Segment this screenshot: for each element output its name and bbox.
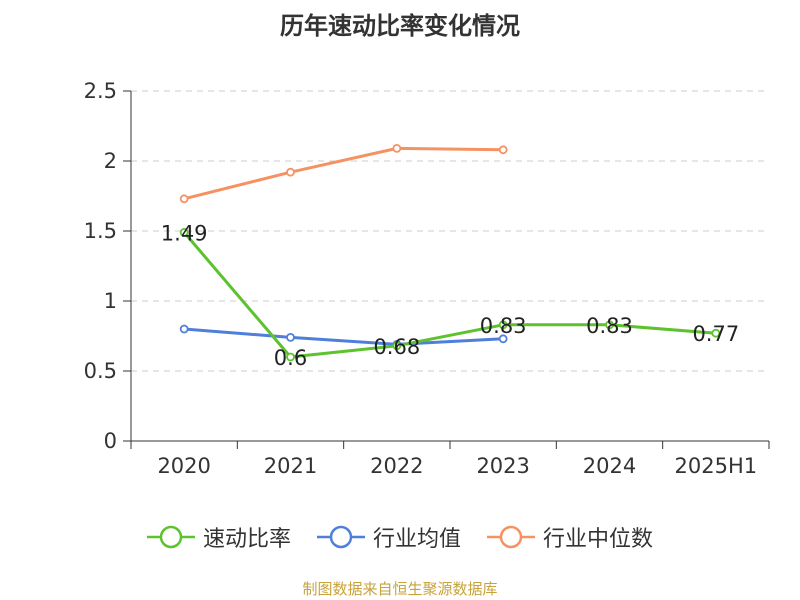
data-point (605, 320, 614, 330)
legend-label: 行业中位数 (543, 527, 654, 552)
data-label: 0.6 (274, 346, 307, 370)
data-point (498, 145, 508, 155)
data-point (179, 227, 189, 237)
legend-line-marker-icon (487, 525, 535, 549)
data-point (179, 194, 189, 204)
data-label: 0.83 (586, 314, 633, 338)
axes: 0 0.5 1 1.5 2 2.5 2020 2021 2022 2023 2024 2025H1 (84, 79, 770, 478)
y-tick-label: 2 (104, 149, 117, 173)
data-label: 0.68 (373, 335, 420, 359)
legend-item[interactable]: 行业均值 (316, 521, 461, 553)
x-tick-label: 2023 (476, 454, 529, 478)
legend: 速动比率 行业均值 行业中位数 (0, 521, 800, 553)
grid-lines (131, 90, 769, 372)
source-note: 制图数据来自恒生聚源数据库 (302, 580, 498, 598)
y-tick-label: 0.5 (84, 359, 117, 383)
series-lines (179, 143, 721, 362)
legend-item[interactable]: 行业中位数 (487, 521, 653, 553)
data-point (179, 324, 189, 334)
data-label: 1.49 (161, 221, 208, 245)
data-labels: 1.49 0.6 0.68 0.83 0.83 0.77 (161, 221, 739, 370)
data-point (498, 320, 508, 330)
y-tick-label: 0 (104, 429, 117, 453)
legend-line-marker-icon (316, 525, 365, 549)
legend-line-marker-icon (146, 525, 195, 549)
legend-circle (499, 525, 523, 549)
legend-circle (329, 525, 353, 549)
data-point (286, 332, 295, 342)
data-point (392, 143, 402, 153)
data-point (392, 341, 402, 351)
data-point (286, 352, 295, 362)
x-tick-label: 2022 (370, 454, 423, 478)
data-point (286, 167, 295, 177)
y-tick-label: 2.5 (84, 79, 117, 103)
legend-label: 行业均值 (372, 527, 461, 552)
y-tick-label: 1.5 (84, 219, 117, 243)
legend-item[interactable]: 速动比率 (146, 521, 291, 553)
x-tick-label: 2025H1 (675, 454, 758, 478)
series-line (182, 327, 505, 346)
x-tick-label: 2024 (583, 454, 636, 478)
series-line (182, 146, 505, 201)
x-tick-label: 2020 (157, 454, 210, 478)
chart-title: 历年速动比率变化情况 (280, 12, 520, 40)
data-point (711, 328, 721, 338)
series-line (182, 230, 718, 359)
data-label: 0.77 (692, 322, 739, 346)
data-point (498, 334, 508, 344)
legend-circle (159, 525, 183, 549)
legend-label: 速动比率 (202, 527, 291, 552)
x-tick-label: 2021 (264, 454, 317, 478)
y-tick-label: 1 (104, 289, 117, 313)
data-label: 0.83 (480, 314, 527, 338)
